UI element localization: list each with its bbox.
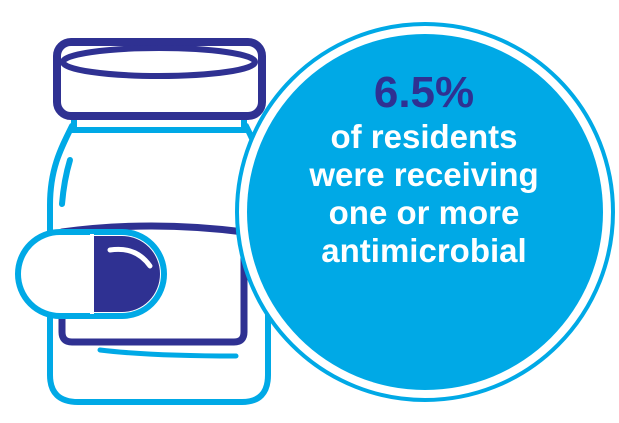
stat-value: 6.5% xyxy=(373,68,475,117)
caption-line-3: one or more xyxy=(328,194,520,231)
caption-line-4: antimicrobial xyxy=(321,232,527,269)
capsule-icon xyxy=(15,229,167,319)
stat-circle xyxy=(235,22,615,402)
stat-text: 6.5% of residents were receiving one or … xyxy=(245,68,603,270)
caption-line-1: of residents xyxy=(330,118,518,155)
caption-line-2: were receiving xyxy=(309,156,539,193)
